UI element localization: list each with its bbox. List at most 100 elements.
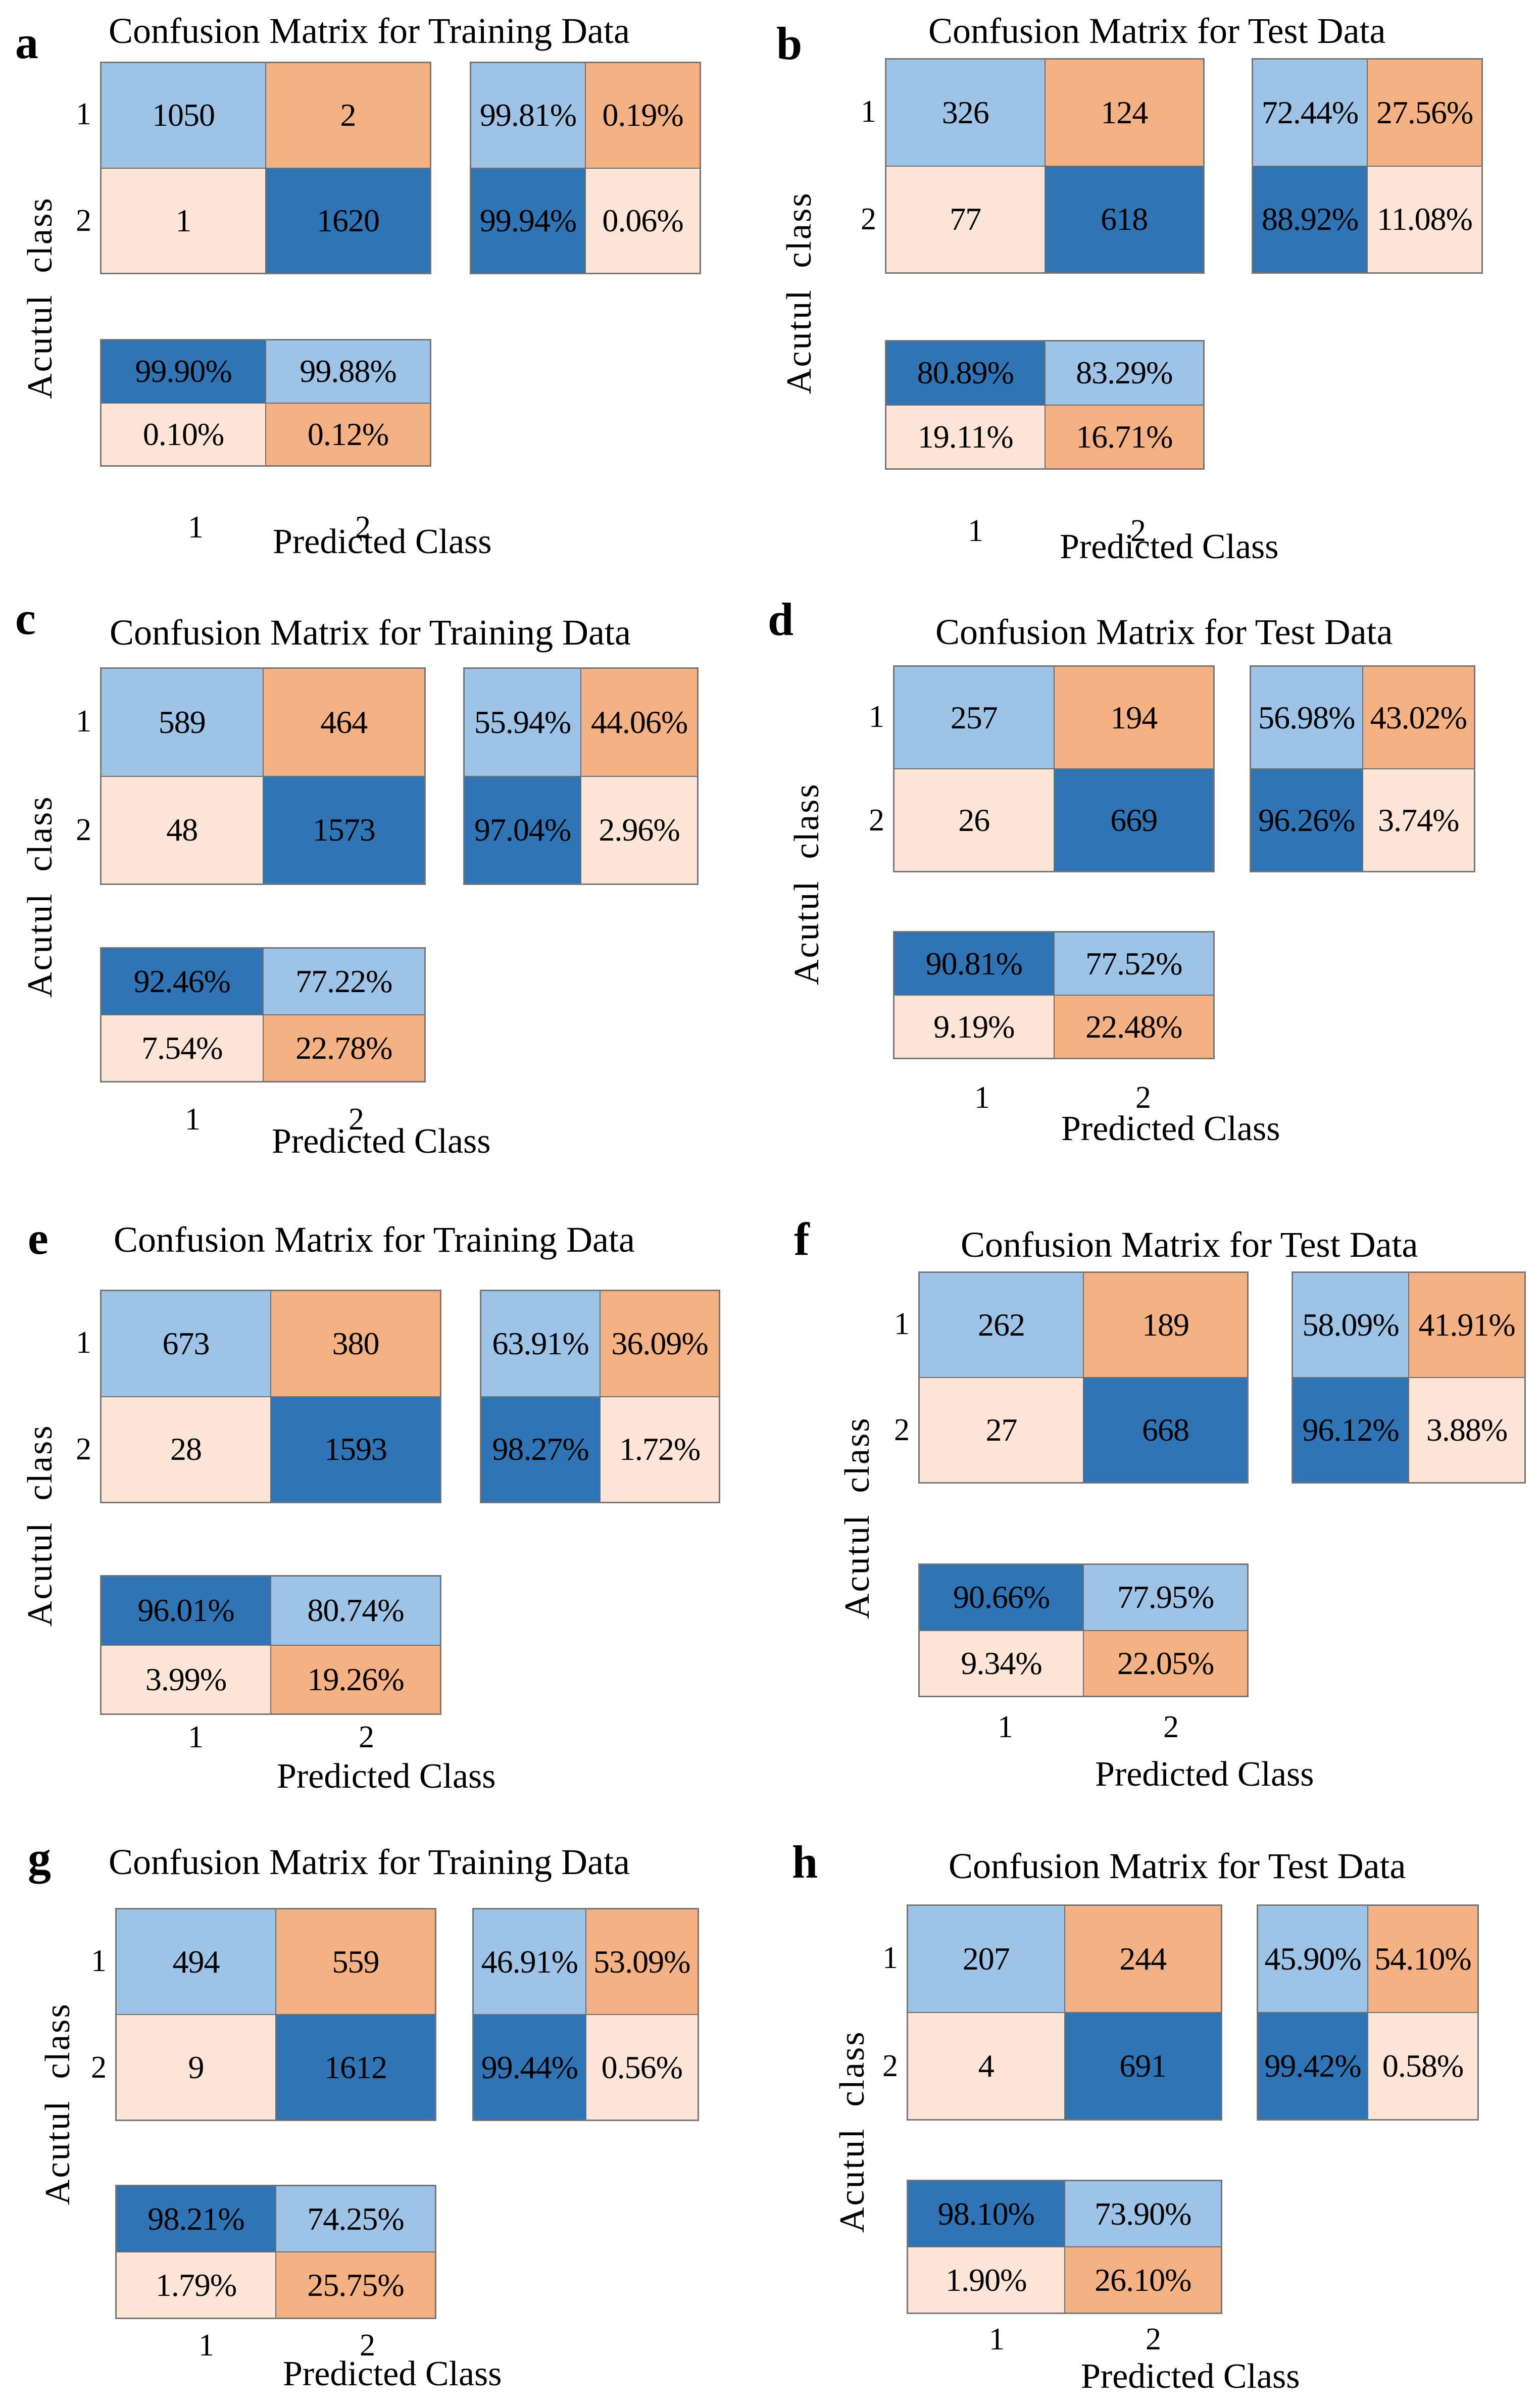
confusion-matrix-cell: 1612: [276, 2015, 435, 2120]
column-summary-matrix-cell: 77.22%: [263, 948, 425, 1015]
panel-letter: d: [768, 594, 794, 645]
y-tick-label: 1: [869, 699, 884, 734]
column-summary-matrix-cell: 80.89%: [886, 341, 1045, 405]
x-axis-label: Predicted Class: [1061, 1109, 1280, 1148]
x-tick-label: 1: [974, 1080, 990, 1115]
row-summary-matrix-cell: 58.09%: [1293, 1272, 1409, 1378]
row-summary-matrix: 58.09% 41.91% 96.12% 3.88%: [1291, 1271, 1526, 1484]
row-summary-matrix: 63.91% 36.09% 98.27% 1.72%: [480, 1290, 720, 1503]
row-summary-matrix-cell: 55.94%: [464, 668, 581, 776]
confusion-matrix-cell: 48: [101, 776, 263, 884]
column-summary-matrix: 98.21% 74.25% 1.79% 25.75%: [115, 2185, 436, 2319]
panel-letter: h: [792, 1836, 818, 1888]
row-summary-matrix: 46.91% 53.09% 99.44% 0.56%: [472, 1908, 699, 2121]
y-tick-label: 1: [882, 1941, 898, 1975]
column-summary-matrix-cell: 98.21%: [116, 2186, 276, 2252]
confusion-matrix-cell: 194: [1054, 666, 1214, 769]
column-summary-matrix: 90.81% 77.52% 9.19% 22.48%: [893, 931, 1215, 1059]
column-summary-matrix-cell: 96.01%: [101, 1576, 271, 1645]
row-summary-matrix-cell: 44.06%: [581, 668, 698, 776]
row-summary-matrix-cell: 3.88%: [1409, 1378, 1525, 1483]
confusion-matrix: 589 464 48 1573: [100, 667, 426, 885]
y-tick-label: 1: [76, 704, 91, 739]
confusion-matrix-cell: 28: [101, 1396, 271, 1502]
confusion-matrix-cell: 1: [101, 168, 266, 273]
chart-title: Confusion Matrix for Test Data: [949, 1846, 1406, 1886]
column-summary-matrix-cell: 19.26%: [271, 1645, 440, 1714]
row-summary-matrix-cell: 41.91%: [1409, 1272, 1525, 1378]
confusion-matrix-cell: 244: [1064, 1905, 1221, 2012]
column-summary-matrix: 92.46% 77.22% 7.54% 22.78%: [100, 947, 426, 1083]
confusion-matrix-cell: 26: [894, 769, 1054, 871]
confusion-matrix-cell: 1573: [263, 776, 425, 884]
confusion-matrix: 494 559 9 1612: [115, 1908, 436, 2121]
column-summary-matrix: 99.90% 99.88% 0.10% 0.12%: [100, 339, 431, 467]
column-summary-matrix-cell: 77.95%: [1083, 1564, 1248, 1631]
confusion-matrix: 673 380 28 1593: [100, 1290, 441, 1503]
column-summary-matrix-cell: 26.10%: [1064, 2247, 1221, 2313]
confusion-matrix-cell: 9: [116, 2015, 276, 2120]
x-axis-label: Predicted Class: [277, 1757, 496, 1796]
confusion-matrix-cell: 262: [919, 1272, 1083, 1378]
panel-letter: c: [15, 593, 36, 644]
x-tick-label: 1: [998, 1710, 1013, 1744]
row-summary-matrix: 99.81% 0.19% 99.94% 0.06%: [470, 62, 701, 274]
y-tick-label: 1: [861, 94, 876, 129]
column-summary-matrix-cell: 77.52%: [1054, 932, 1214, 995]
confusion-matrix: 326 124 77 618: [885, 58, 1205, 274]
row-summary-matrix: 45.90% 54.10% 99.42% 0.58%: [1257, 1904, 1479, 2121]
confusion-matrix-cell: 27: [919, 1378, 1083, 1483]
chart-title: Confusion Matrix for Training Data: [114, 1219, 635, 1260]
panel-letter: a: [15, 17, 38, 68]
row-summary-matrix-cell: 0.19%: [585, 63, 700, 168]
chart-title: Confusion Matrix for Training Data: [110, 612, 631, 653]
column-summary-matrix-cell: 9.19%: [894, 995, 1054, 1058]
confusion-matrix-cell: 207: [908, 1905, 1065, 2012]
panel-letter: b: [776, 18, 803, 69]
row-summary-matrix-cell: 88.92%: [1253, 166, 1367, 273]
row-summary-matrix-cell: 27.56%: [1367, 59, 1482, 166]
row-summary-matrix-cell: 0.56%: [585, 2015, 698, 2120]
row-summary-matrix-cell: 53.09%: [585, 1909, 698, 2015]
column-summary-matrix-cell: 98.10%: [908, 2181, 1065, 2247]
row-summary-matrix-cell: 56.98%: [1251, 666, 1363, 769]
y-tick-label: 2: [76, 1432, 91, 1467]
y-tick-label: 2: [76, 203, 91, 238]
y-tick-label: 2: [76, 813, 91, 848]
column-summary-matrix: 80.89% 83.29% 19.11% 16.71%: [885, 340, 1205, 470]
y-tick-label: 2: [882, 2049, 898, 2083]
column-summary-matrix-cell: 0.10%: [101, 403, 266, 466]
confusion-matrix-cell: 2: [266, 63, 430, 168]
column-summary-matrix-cell: 73.90%: [1064, 2181, 1221, 2247]
x-tick-label: 1: [188, 1720, 204, 1754]
confusion-matrix-cell: 189: [1083, 1272, 1248, 1378]
chart-title: Confusion Matrix for Test Data: [961, 1224, 1418, 1265]
y-axis-label: Acutul class: [838, 1416, 877, 1619]
row-summary-matrix-cell: 97.04%: [464, 776, 581, 884]
row-summary-matrix-cell: 0.58%: [1368, 2012, 1478, 2120]
column-summary-matrix-cell: 22.05%: [1083, 1630, 1248, 1696]
confusion-matrix: 207 244 4 691: [907, 1904, 1222, 2121]
x-tick-label: 1: [968, 514, 983, 548]
confusion-matrix-cell: 673: [101, 1291, 271, 1397]
confusion-matrix-cell: 1050: [101, 63, 266, 168]
row-summary-matrix-cell: 46.91%: [473, 1909, 586, 2015]
row-summary-matrix: 56.98% 43.02% 96.26% 3.74%: [1250, 665, 1475, 872]
y-tick-label: 2: [91, 2050, 107, 2085]
confusion-matrix: 1050 2 1 1620: [100, 62, 431, 274]
confusion-matrix: 257 194 26 669: [893, 665, 1215, 872]
confusion-matrix-cell: 4: [908, 2012, 1065, 2120]
x-axis-label: Predicted Class: [283, 2354, 502, 2393]
confusion-matrix-cell: 326: [886, 59, 1045, 166]
column-summary-matrix-cell: 1.79%: [116, 2252, 276, 2318]
x-axis-label: Predicted Class: [1060, 527, 1279, 566]
confusion-matrix-cell: 380: [271, 1291, 440, 1397]
x-tick-label: 1: [198, 2328, 214, 2363]
column-summary-matrix-cell: 80.74%: [271, 1576, 440, 1645]
row-summary-matrix-cell: 63.91%: [481, 1291, 600, 1397]
column-summary-matrix-cell: 1.90%: [908, 2247, 1065, 2313]
y-axis-label: Acutul class: [833, 2030, 872, 2233]
chart-title: Confusion Matrix for Test Data: [928, 11, 1386, 51]
y-axis-label: Acutul class: [787, 782, 826, 985]
row-summary-matrix-cell: 2.96%: [581, 776, 698, 884]
